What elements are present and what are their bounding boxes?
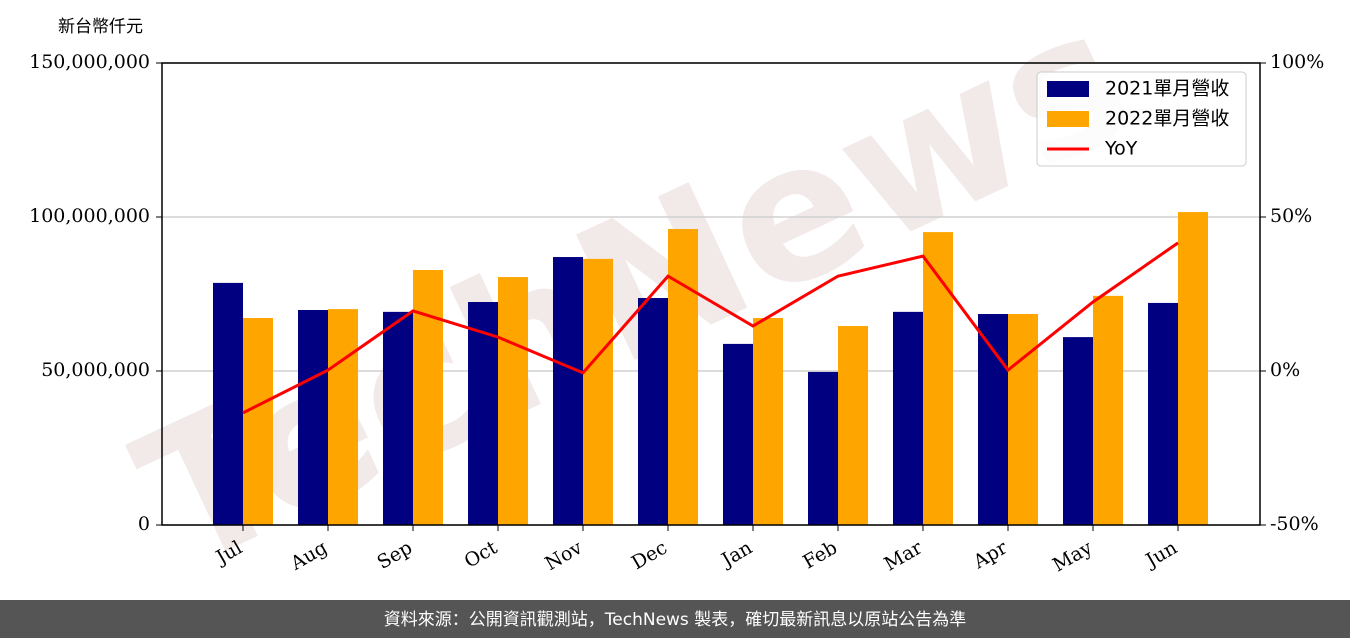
bar [668, 229, 698, 525]
bar [1063, 337, 1093, 525]
footer-band [0, 600, 1350, 638]
footer-text: 資料來源：公開資訊觀測站，TechNews 製表，確切最新訊息以原站公告為準 [384, 610, 966, 630]
bar [808, 371, 838, 525]
bar [243, 318, 273, 525]
y2-tick-label: 50% [1270, 205, 1312, 227]
bar [978, 314, 1008, 525]
y2-tick-label: 100% [1270, 51, 1324, 73]
y-axis-label: 新台幣仟元 [58, 17, 143, 37]
yoy-line [242, 241, 1179, 415]
legend-label: 2022單月營收 [1105, 108, 1229, 130]
legend-swatch [1047, 81, 1089, 97]
bar [583, 258, 613, 525]
bar [498, 277, 528, 525]
bar [838, 326, 868, 525]
bar [723, 343, 753, 525]
legend-box [1036, 71, 1247, 167]
bar [638, 298, 668, 525]
bar [1093, 295, 1123, 525]
bar [213, 282, 243, 525]
legend-label: YoY [1104, 138, 1138, 160]
y2-tick-label: -50% [1270, 513, 1319, 535]
plot-frame [161, 62, 1261, 526]
bar [328, 309, 358, 525]
bar [1148, 302, 1178, 525]
bar [1008, 314, 1038, 525]
y-tick-label: 150,000,000 [29, 51, 150, 73]
legend-swatch [1047, 111, 1089, 127]
bar [753, 318, 783, 525]
legend-label: 2021單月營收 [1105, 78, 1229, 100]
y-tick-label: 50,000,000 [41, 359, 150, 381]
bar [923, 232, 953, 526]
bar [893, 311, 923, 525]
bar [553, 257, 583, 525]
y-tick-label: 100,000,000 [29, 205, 150, 227]
y2-tick-label: 0% [1270, 359, 1300, 381]
y-tick-label: 0 [138, 513, 150, 535]
bar [413, 269, 443, 525]
bar [468, 302, 498, 525]
bar [1178, 212, 1208, 525]
bar [298, 310, 328, 525]
bar [383, 311, 413, 525]
